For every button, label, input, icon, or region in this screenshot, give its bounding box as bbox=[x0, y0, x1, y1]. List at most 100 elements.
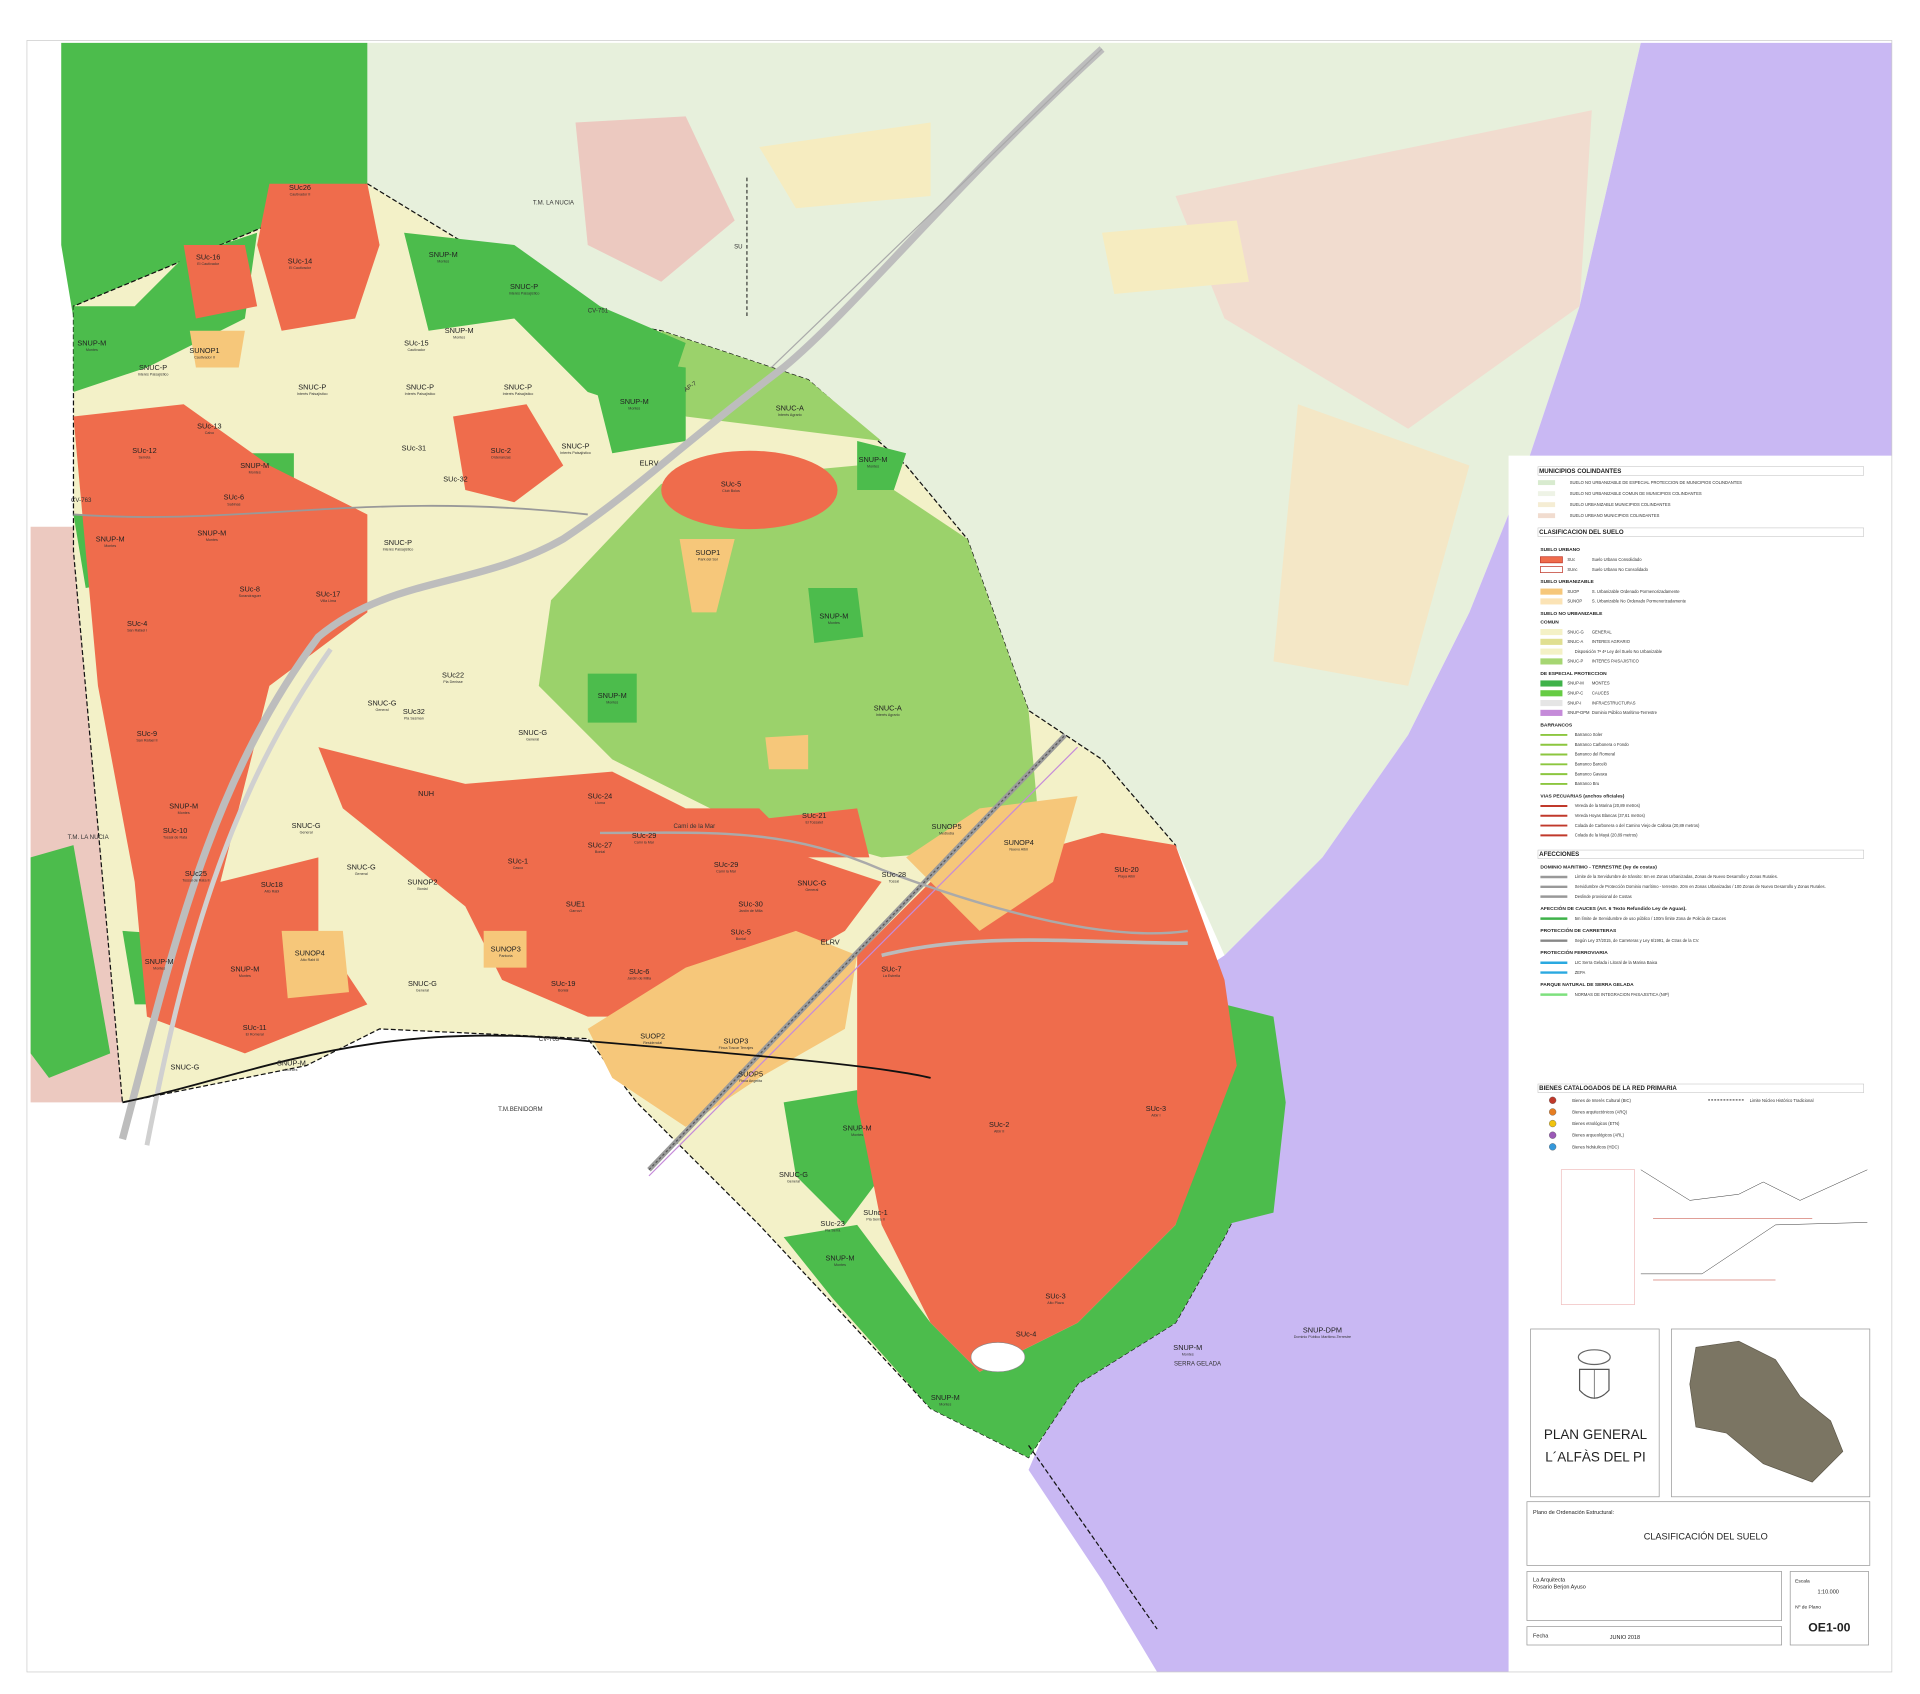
legend-item: Bienes arqueológicos (ARL) bbox=[1572, 1133, 1624, 1138]
zone-name: Bonial bbox=[417, 887, 427, 891]
zone-name: Montes bbox=[437, 260, 449, 264]
zone-code: SNUC-G bbox=[797, 879, 826, 888]
zone-name: Garroví bbox=[569, 909, 581, 913]
zone-name: Dominio Público Marítimo-Terrestre bbox=[1294, 1335, 1351, 1339]
zone-snup-m bbox=[587, 673, 637, 723]
map-area bbox=[30, 42, 1892, 1672]
legend: MUNICIPIOS COLINDANTES SUELO NO URBANIZAB… bbox=[1537, 466, 1864, 1151]
zone-code: SNUC-G bbox=[170, 1062, 199, 1071]
legend-code: SNUC-A bbox=[1567, 639, 1583, 644]
railway-track bbox=[648, 734, 1066, 1171]
zone-code: SUc-28 bbox=[882, 870, 906, 879]
zone-code: SUc-3 bbox=[1146, 1104, 1166, 1113]
municipality-title: L´ALFÀS DEL PI bbox=[1545, 1449, 1646, 1464]
zone-code: SNUP-M bbox=[277, 1059, 306, 1068]
zone-name: Montes bbox=[86, 348, 98, 352]
legend-swatch bbox=[1540, 658, 1563, 665]
legend-item: Colada de la Mayá (20,89 metros) bbox=[1575, 833, 1638, 838]
zone-code: SUc32 bbox=[403, 707, 425, 716]
zone-name: Montes bbox=[206, 538, 218, 542]
zone-name: Interés Agrario bbox=[876, 713, 900, 717]
zone-code: SUOP1 bbox=[695, 548, 720, 557]
neighbour-forest bbox=[61, 42, 368, 319]
legend-group-title: SUELO URBANO bbox=[1540, 547, 1580, 553]
legend-group-subtitle: COMUN bbox=[1540, 619, 1559, 625]
boundary-extension bbox=[1028, 1444, 1158, 1630]
zone-name: Interés Agrario bbox=[778, 413, 802, 417]
zone-suc bbox=[857, 832, 1237, 1372]
legend-item: INFRAESTRUCTURAS bbox=[1592, 700, 1636, 705]
zone-name: Montes bbox=[285, 1068, 297, 1072]
road bbox=[771, 48, 1103, 368]
zone-code: SNUP-M bbox=[429, 250, 458, 259]
zone-code: SUc-19 bbox=[551, 979, 575, 988]
motorway-link bbox=[144, 647, 333, 1146]
legend-item: Bienes de Interés Cultural (BIC) bbox=[1572, 1098, 1631, 1103]
legend-swatch bbox=[1540, 648, 1563, 655]
legend-heading-bar bbox=[1537, 527, 1864, 537]
road-cami-de-la-mar bbox=[599, 831, 1188, 935]
zone-code: SNUC-G bbox=[347, 863, 376, 872]
zone-code: SNUP-DPM bbox=[1303, 1326, 1342, 1335]
zone-snup-m bbox=[783, 1065, 1262, 1458]
zone-name: Pla Serra II bbox=[866, 1218, 884, 1222]
zone-name: Jardín de Milla bbox=[627, 976, 652, 980]
legend-item: Bienes arquitectónicos (ARQ) bbox=[1572, 1109, 1627, 1114]
zone-name: Albir I bbox=[1151, 1113, 1160, 1117]
zone-name: Montes bbox=[939, 1403, 951, 1407]
zone-code: SNUC-P bbox=[298, 383, 326, 392]
emblem bbox=[1577, 1349, 1611, 1399]
zone-code: SUOP2 bbox=[640, 1032, 665, 1041]
zone-code: SUc-7 bbox=[881, 964, 901, 973]
zone-code: SUc-5 bbox=[721, 479, 741, 488]
zone-code: SUc-23 bbox=[820, 1219, 844, 1228]
legend-heading: AFECCIONES bbox=[1539, 851, 1579, 858]
zone-name: Sabinas bbox=[227, 502, 240, 506]
zone-name: Finca Toscar Terrajes bbox=[719, 1046, 754, 1050]
zone-name: Interés Paisajístico bbox=[405, 392, 436, 396]
zone-suc bbox=[257, 183, 380, 331]
legend-swatch bbox=[1537, 480, 1556, 486]
zone-code: SUc-6 bbox=[629, 967, 649, 976]
legend-item: GENERAL bbox=[1592, 629, 1613, 634]
legend-item: S. Urbanizable Ordenado Pormenorizadamen… bbox=[1592, 589, 1680, 594]
zone-name: General bbox=[300, 831, 313, 835]
zone-code: SUc22 bbox=[442, 670, 464, 679]
zone-name: Alto Plaza bbox=[1047, 1301, 1064, 1305]
zone-name: Cautivador II bbox=[194, 355, 215, 359]
legend-heading-bar bbox=[1537, 849, 1864, 859]
zone-name: Club Bolos bbox=[722, 489, 740, 493]
legend-item: S. Urbanizable No Ordenado Pormenorizada… bbox=[1592, 599, 1687, 604]
zone-name: Tossal de Rata II bbox=[182, 878, 209, 882]
place-name: T.M.BENIDORM bbox=[498, 1106, 542, 1113]
zone-name: Finca Angelita bbox=[739, 1079, 763, 1083]
zone-name: Mediodía bbox=[939, 832, 955, 836]
place-name: SERRA GELADA bbox=[1174, 1361, 1222, 1368]
zone-name: Montes bbox=[153, 966, 165, 970]
legend-heading: BIENES CATALOGADOS DE LA RED PRIMARIA bbox=[1539, 1085, 1677, 1092]
zone-name: Montes bbox=[453, 336, 465, 340]
zone-code: SUc-2 bbox=[491, 446, 511, 455]
zone-code: SUc-2 bbox=[989, 1120, 1009, 1129]
zone-name: General bbox=[355, 872, 368, 876]
zone-code: SUc-4 bbox=[1016, 1329, 1036, 1338]
zone-code: SUc-5 bbox=[731, 928, 751, 937]
zone-name: General bbox=[526, 737, 539, 741]
zone-name: Interés Paisajístico bbox=[138, 372, 169, 376]
zone-sunop bbox=[483, 930, 527, 968]
legend-item: Servidumbre de Protección Dominio maríti… bbox=[1575, 884, 1826, 889]
legend-swatch bbox=[1540, 690, 1563, 697]
legend-swatch bbox=[1540, 638, 1563, 645]
zone-code: SNUP-M bbox=[826, 1253, 855, 1262]
legend-group-title: DOMINIO MARITIMO - TERRESTRE (ley de cos… bbox=[1540, 864, 1657, 870]
zone-code: SUc-4 bbox=[127, 619, 147, 628]
legend-item: Bienes etnológicos (ETN) bbox=[1572, 1121, 1620, 1126]
zone-code: SUc-14 bbox=[288, 256, 312, 265]
zone-code: ELRV bbox=[821, 937, 840, 946]
zone-name: Interés Paisajístico bbox=[560, 451, 591, 455]
zone-code: SUNOP2 bbox=[407, 877, 437, 886]
zone-name: Villa Lima bbox=[320, 599, 337, 603]
sheet-box bbox=[1789, 1571, 1869, 1646]
neighbour-urbanizable bbox=[1273, 404, 1470, 686]
